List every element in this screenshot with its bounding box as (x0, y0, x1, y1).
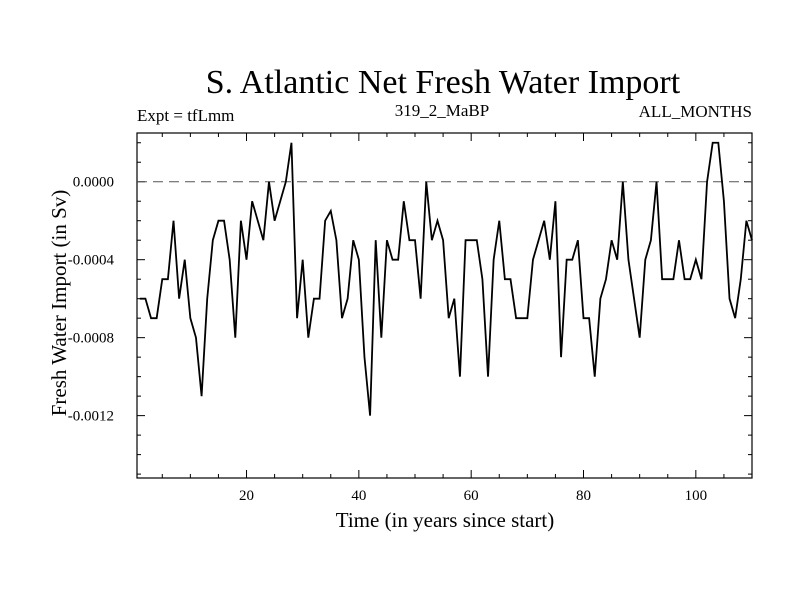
series-line (139, 141, 753, 416)
x-tick-label: 80 (576, 488, 591, 504)
chart-title: S. Atlantic Net Fresh Water Import (206, 64, 681, 101)
y-tick-label: -0.0008 (68, 331, 114, 347)
x-tick-label: 100 (685, 488, 708, 504)
y-tick-label: -0.0004 (68, 253, 115, 269)
y-axis-label: Fresh Water Import (in Sv) (47, 190, 71, 417)
plot-frame (136, 132, 753, 479)
plot-area: 20 40 60 80 100 0.0000 -0.0004 -0.0008 -0.0012 (68, 132, 753, 504)
months-label: ALL_MONTHS (639, 102, 752, 121)
x-tick-label: 40 (351, 488, 366, 504)
run-id-label: 319_2_MaBP (395, 101, 489, 120)
x-tick-label: 20 (239, 488, 254, 504)
x-axis-label: Time (in years since start) (336, 508, 555, 532)
y-tick-label: -0.0012 (68, 409, 114, 425)
experiment-label: Expt = tfLmm (137, 106, 234, 125)
x-tick-label: 60 (464, 488, 479, 504)
y-tick-label: 0.0000 (73, 175, 114, 191)
